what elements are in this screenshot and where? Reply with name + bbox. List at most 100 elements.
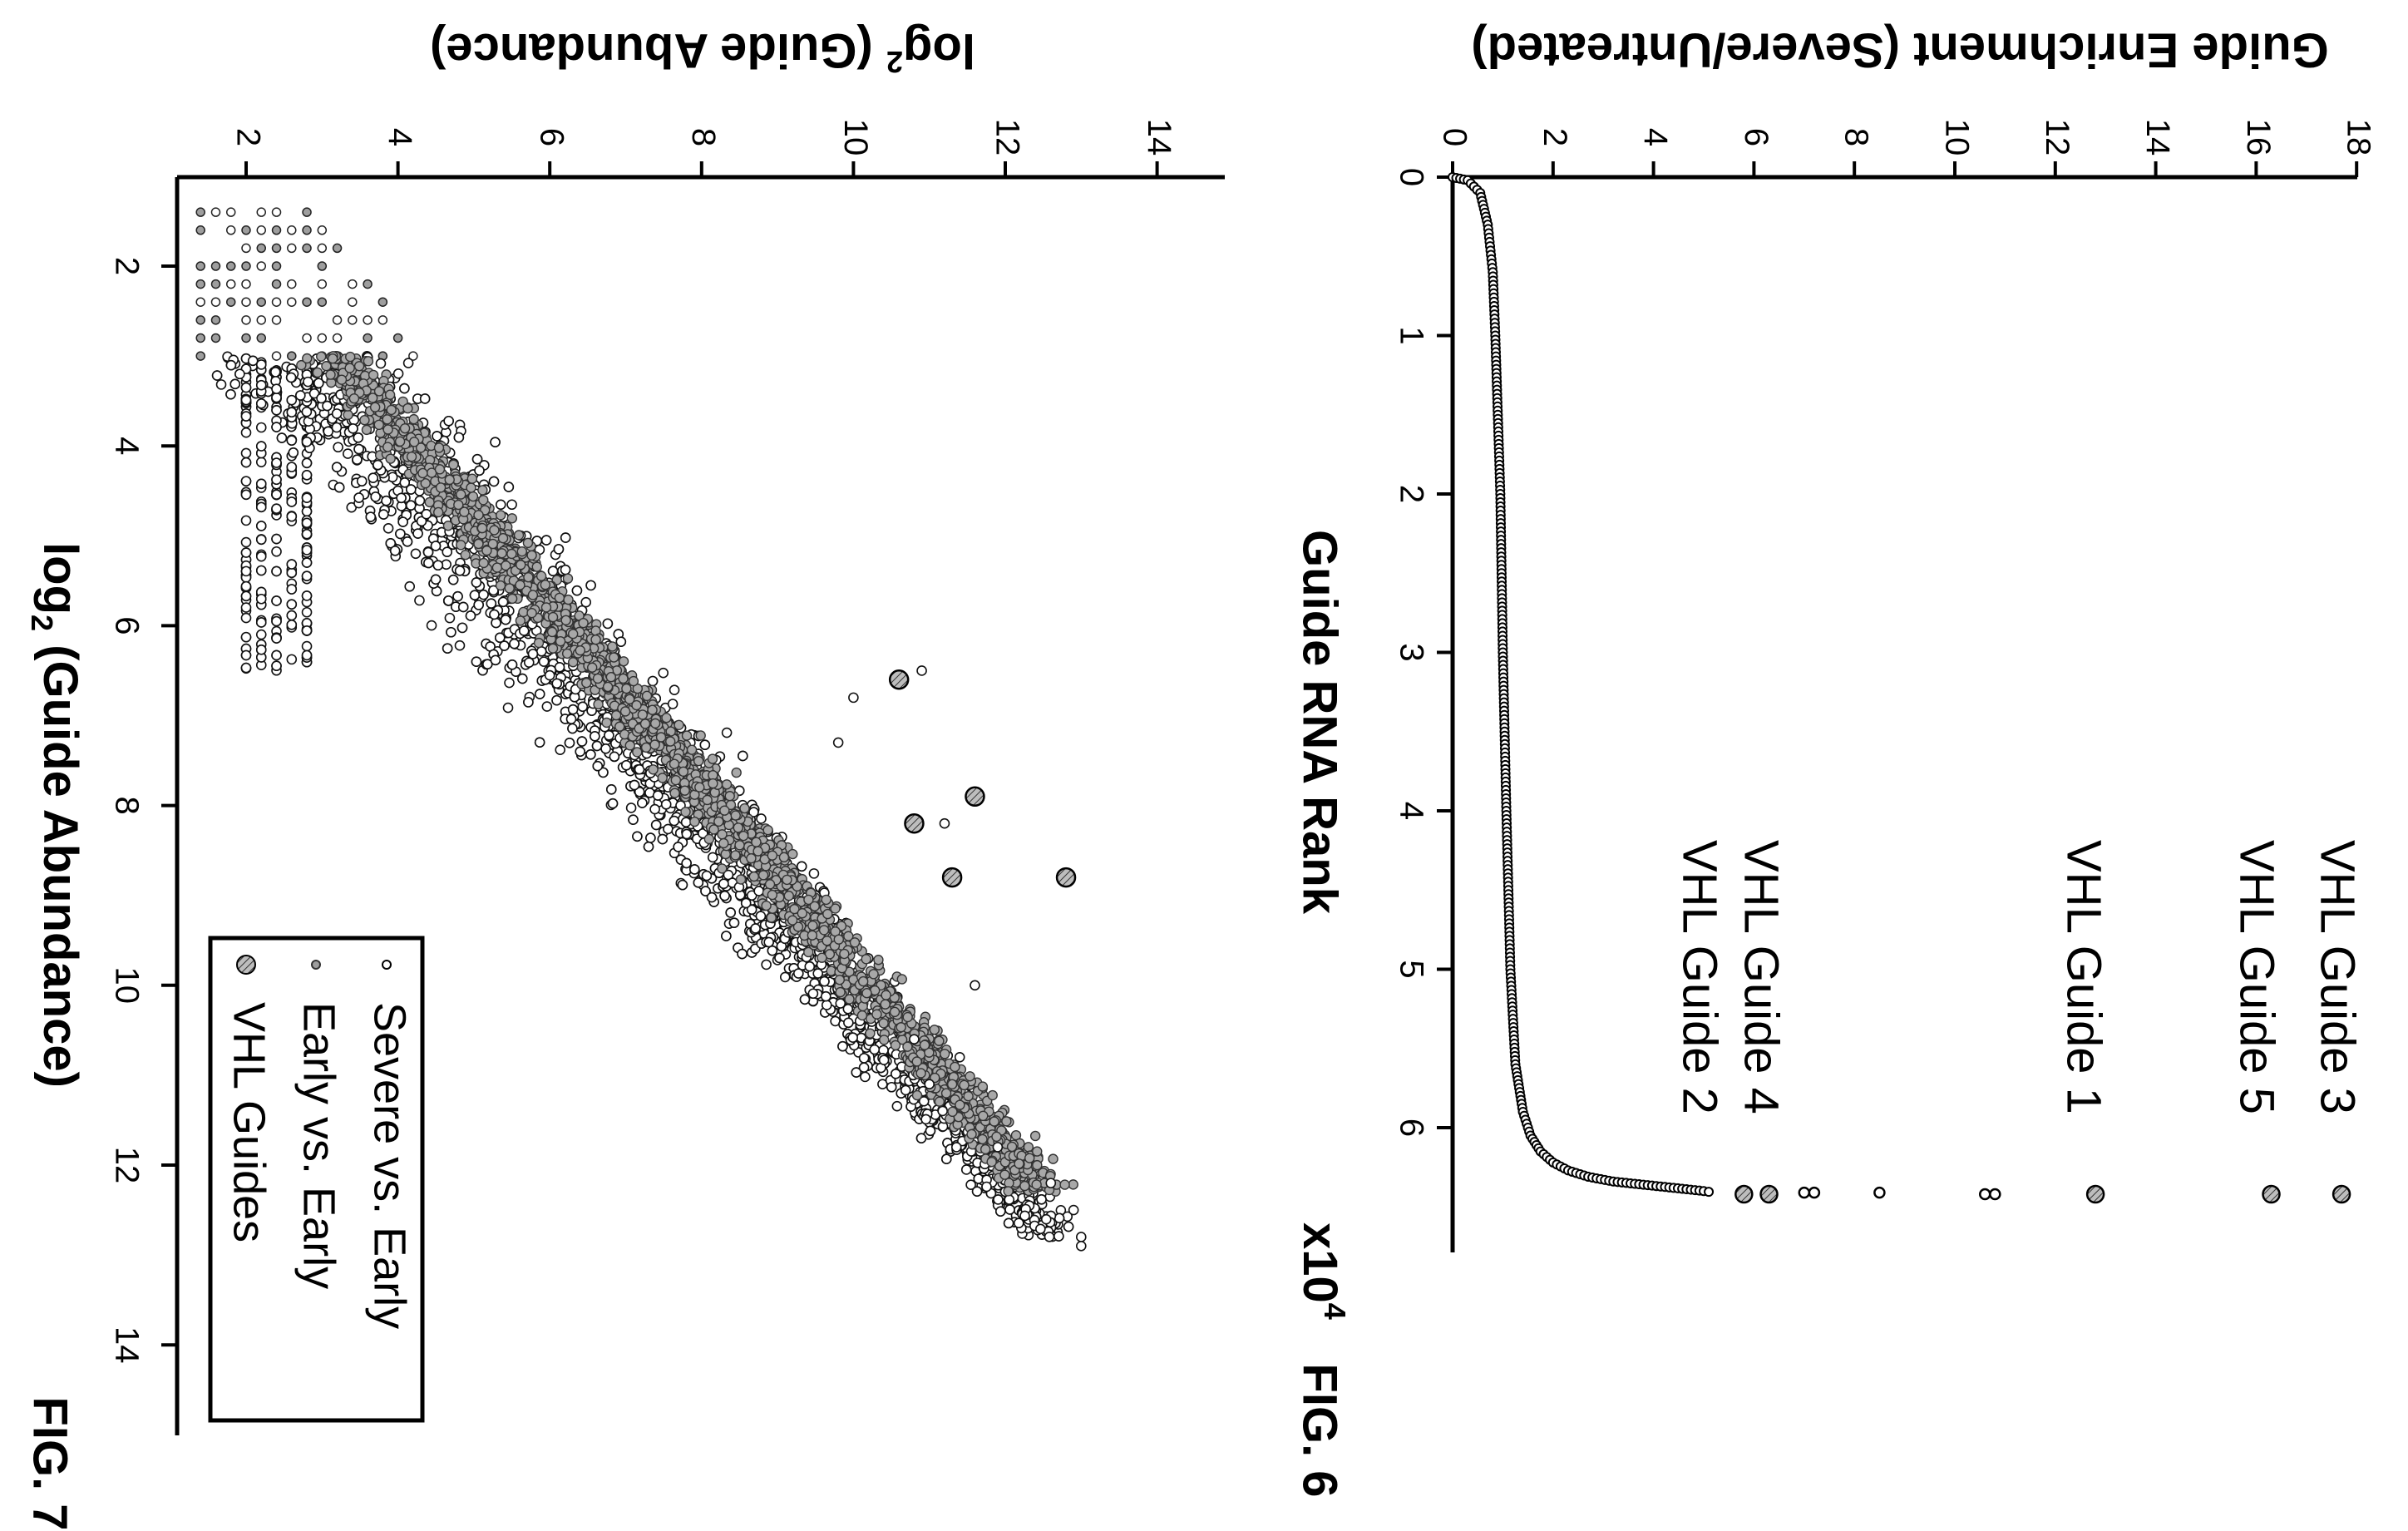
fig6-y-tick-label: 16	[2240, 119, 2277, 156]
fig7-point-severe-vs-early	[286, 599, 298, 610]
fig7-point-early	[210, 315, 221, 325]
fig7-point-severe-vs-early	[491, 617, 501, 629]
fig7-point-severe-vs-early	[478, 589, 489, 600]
fig7-point-early	[287, 279, 297, 289]
fig7-point-severe-vs-early	[271, 474, 282, 486]
fig7-point-severe-vs-early	[707, 852, 718, 863]
fig7-point-severe-vs-early	[240, 394, 252, 406]
fig7-data-points	[195, 207, 1087, 1252]
fig6-y-tick-label: 12	[2039, 119, 2075, 156]
fig7-point-severe-vs-early	[669, 684, 680, 695]
fig6-vhl-guide-point	[2332, 1184, 2351, 1204]
fig7-point-early	[363, 315, 373, 325]
fig7-point-severe-vs-early	[993, 1194, 1004, 1205]
fig7-point-severe-vs-early	[430, 541, 442, 551]
fig7-point-severe-vs-early	[1054, 1231, 1064, 1242]
fig7-point-severe-vs-early	[389, 545, 401, 556]
fig7-point-early-vs-early	[787, 848, 798, 860]
fig7-point-early-vs-early	[669, 788, 680, 798]
fig6-x-multiplier: x104	[1293, 1222, 1353, 1320]
fig7-point-severe-vs-early	[680, 817, 692, 828]
fig7-point-severe-vs-early	[489, 609, 500, 620]
fig7-point-severe-vs-early	[286, 620, 298, 630]
fig6-outlier-point	[1989, 1188, 2001, 1201]
fig7-point-early	[195, 225, 205, 235]
fig7-point-early	[317, 333, 328, 343]
fig7-point-severe-vs-early	[774, 952, 785, 964]
fig7-point-severe-vs-early	[322, 400, 333, 412]
fig7-point-severe-vs-early	[286, 496, 298, 507]
fig7-point-severe-vs-early	[486, 598, 497, 610]
fig7-point-severe-vs-early	[352, 454, 363, 466]
fig7-point-severe-vs-early	[301, 640, 313, 652]
fig7-point-severe-vs-early	[255, 565, 267, 576]
fig7-point-severe-vs-early	[837, 1040, 848, 1052]
fig7-point-severe-vs-early	[457, 601, 469, 613]
fig7-point-severe-vs-early	[750, 923, 761, 934]
fig7-point-severe-vs-early	[240, 612, 252, 624]
fig7-point-severe-vs-early	[637, 798, 648, 808]
fig7-point-severe-vs-early	[937, 1105, 948, 1117]
fig6-x-tick-label: 2	[1393, 485, 1429, 503]
fig7-point-severe-vs-early	[240, 565, 252, 577]
fig7-point-severe-vs-early	[392, 368, 404, 379]
fig7-point-severe-vs-early	[843, 1017, 854, 1029]
fig7-point-severe-vs-early	[620, 759, 632, 771]
fig7-point-severe-vs-early	[255, 501, 267, 513]
fig7-point-severe-vs-early	[331, 408, 343, 419]
fig6-y-tick-label: 6	[1738, 128, 1774, 146]
fig7-point-severe-vs-early	[779, 971, 791, 983]
fig7-point-severe-vs-early	[701, 870, 713, 882]
fig7-point-early	[287, 351, 297, 361]
fig7-point-severe-vs-early	[551, 694, 562, 706]
fig7-point-early	[195, 315, 205, 325]
fig7-point-early-vs-early	[735, 874, 747, 885]
fig7-point-early	[271, 261, 282, 271]
fig7-point-early-vs-early	[460, 550, 471, 561]
fig7-point-severe-vs-early	[650, 819, 662, 831]
fig7-point-early	[210, 333, 221, 343]
fig7-point-severe-vs-early	[737, 948, 748, 960]
fig7-point-severe-vs-early	[577, 701, 589, 713]
fig7-point-severe-vs-early	[240, 580, 252, 592]
fig7-point-severe-vs-early	[796, 861, 807, 872]
fig7-point-severe-vs-early	[215, 379, 227, 390]
fig7-point-severe-vs-early	[534, 689, 545, 699]
fig7-point-early	[210, 207, 221, 217]
fig7-point-severe-vs-early	[323, 426, 334, 437]
fig7-point-early	[348, 297, 358, 307]
fig7-point-early	[377, 297, 388, 307]
fig6-y-axis-title: Guide Enrichment (Severe/Untreated)	[1471, 23, 2328, 77]
fig7-point-severe-vs-early	[900, 1084, 911, 1096]
fig7-point-severe-vs-early	[575, 746, 586, 758]
fig7-point-severe-vs-early	[567, 723, 578, 734]
fig7-point-severe-vs-early	[576, 736, 588, 747]
fig6-vhl-guide-point	[1734, 1184, 1754, 1204]
fig7-point-severe-vs-early	[271, 405, 282, 416]
fig7-point-severe-vs-early	[404, 580, 416, 592]
fig7-point-early-vs-early	[618, 656, 629, 667]
fig7-point-severe-vs-early	[286, 407, 298, 418]
fig7-point-severe-vs-early	[353, 492, 364, 503]
fig7-x-tick-label: 8	[108, 796, 145, 814]
fig7-y-tick-label: 14	[1141, 119, 1177, 156]
fig7-y-ticks: 2 4 6 8 10 12 14	[229, 119, 1177, 177]
fig7-point-severe-vs-early	[395, 528, 406, 540]
fig7-point-early	[256, 297, 267, 307]
fig7-point-severe-vs-early	[660, 798, 672, 810]
fig7-point-severe-vs-early	[255, 478, 267, 490]
fig7-point-severe-vs-early	[271, 503, 282, 514]
fig7-point-severe-vs-early	[456, 622, 468, 634]
fig7-point-severe-vs-early	[446, 626, 456, 638]
fig6-outlier-point	[1978, 1188, 1991, 1201]
fig6-vhl-guide-label: VHL Guide 2	[1673, 840, 1727, 1114]
fig7-point-early	[225, 279, 236, 289]
fig7-y-tick-label: 2	[229, 128, 266, 146]
fig7-point-severe-vs-early	[240, 427, 252, 438]
fig7-point-severe-vs-early	[534, 737, 545, 748]
fig7-point-early	[241, 333, 251, 343]
fig7-point-severe-vs-early	[396, 492, 407, 504]
fig7-point-severe-vs-early	[414, 495, 426, 506]
fig7-point-severe-vs-early	[271, 546, 282, 557]
